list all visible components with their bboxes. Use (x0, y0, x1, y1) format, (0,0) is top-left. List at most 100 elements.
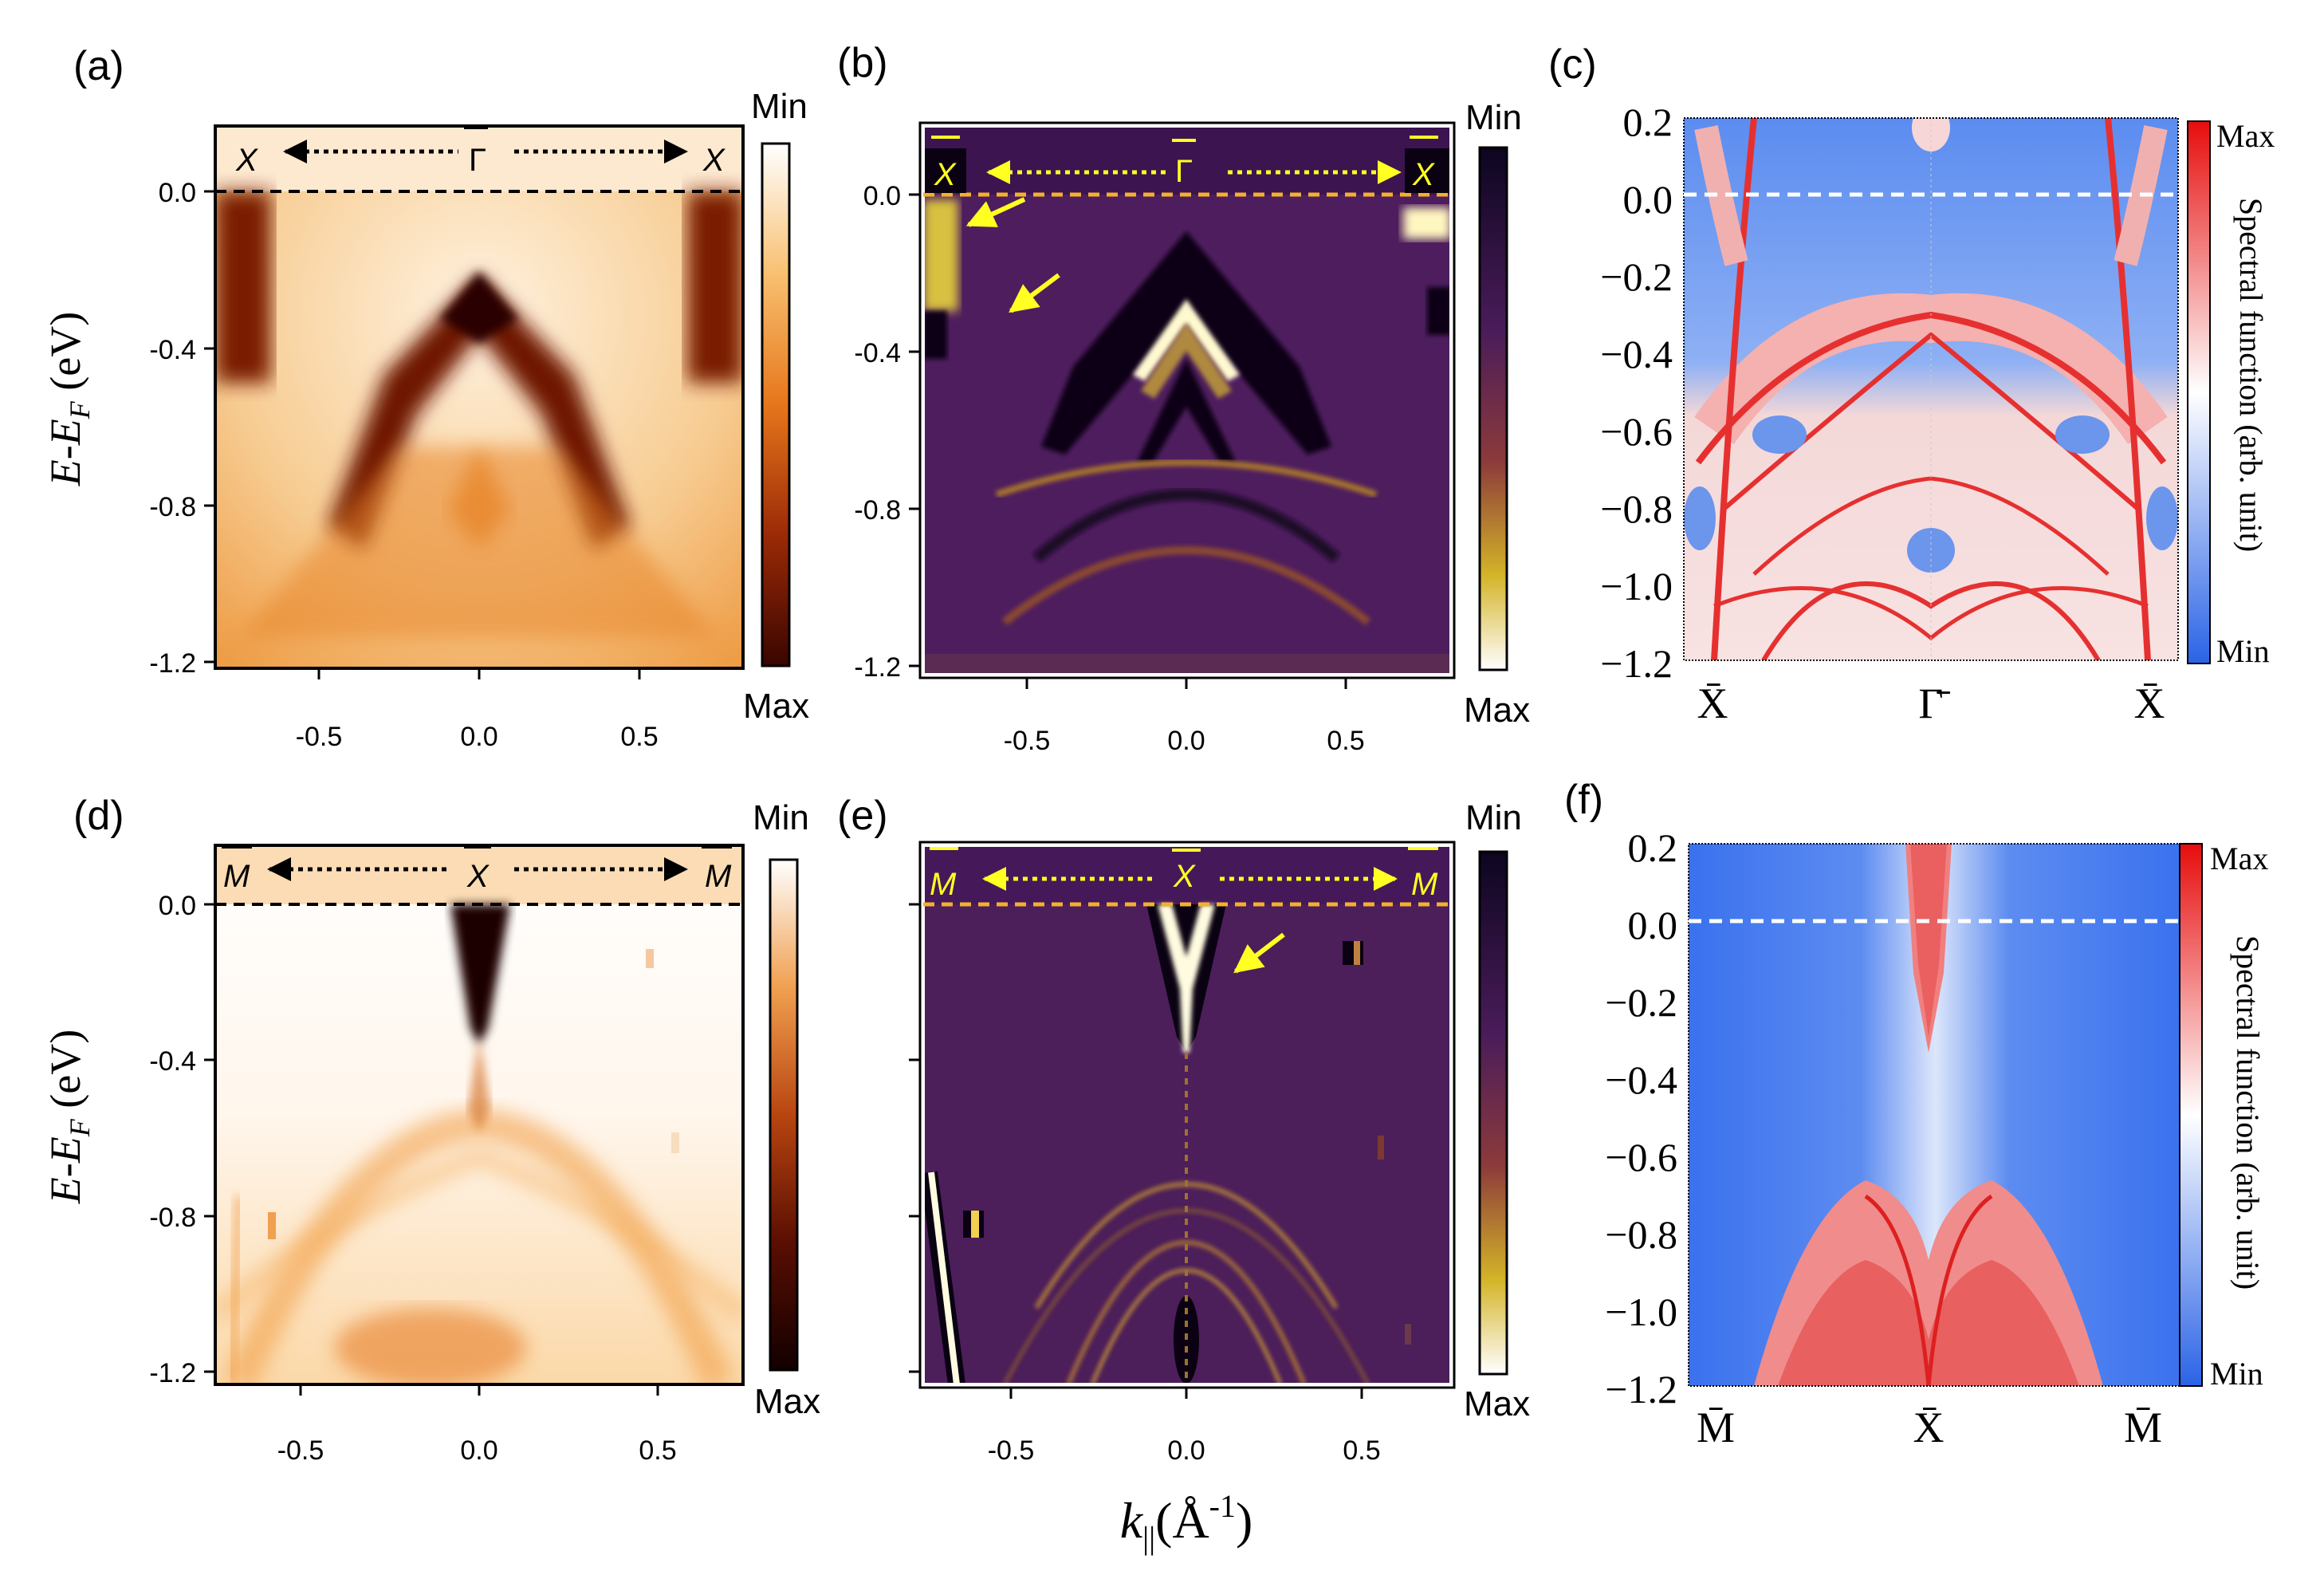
panel-f-ytick-2: −0.2 (1605, 980, 1677, 1025)
panel-f-xtick-0: M̄ (1697, 1404, 1735, 1451)
panel-f-colorbar (2179, 843, 2203, 1387)
panel-a-label-center: Γ (469, 143, 486, 178)
panel-a-ytick-2: -0.8 (149, 492, 196, 522)
panel-a-label-left: X (235, 143, 258, 178)
panel-f-label: (f) (1564, 777, 1603, 823)
panel-d-label-right: M (705, 859, 732, 894)
panel-a-cb-top: Min (751, 87, 808, 126)
panel-e-xticks: -0.5 0.0 0.5 (988, 1388, 1381, 1466)
panel-f-yticks: 0.2 0.0 −0.2 −0.4 −0.6 −0.8 −1.0 −1.2 (1605, 825, 1677, 1412)
panel-d-label: (d) (73, 793, 124, 839)
panel-d-colorbar (769, 858, 799, 1372)
panel-f-ytick-1: 0.0 (1628, 903, 1678, 947)
panel-f-cb-bottom: Min (2210, 1356, 2263, 1392)
panel-a-path: X Γ X (223, 124, 726, 178)
panel-e-path: M X M (930, 847, 1438, 902)
panel-a-xtick-0: -0.5 (296, 722, 343, 752)
panel-a-ytick-3: -1.2 (149, 648, 196, 679)
panel-f-ytick-7: −1.2 (1605, 1367, 1677, 1412)
panel-b-label-right: X (1412, 157, 1435, 192)
panel-b-heatmap (923, 126, 1451, 675)
panel-b: X Γ X 0.0 -0.4 -0.8 -1.2 -0.5 0.0 0.5 (b… (837, 40, 1530, 756)
panel-e-label-left: M (930, 867, 957, 902)
panel-c-xtick-0: X̄ (1697, 679, 1728, 727)
panel-b-xticks: -0.5 0.0 0.5 (1004, 678, 1365, 756)
panel-f-xtick-1: X̄ (1913, 1404, 1945, 1451)
panel-c-ytick-4: −0.6 (1600, 409, 1673, 454)
panel-b-ytick-0: 0.0 (863, 181, 901, 211)
panel-e-xtick-1: 0.0 (1167, 1435, 1205, 1466)
panel-e-label-center: X (1173, 859, 1196, 894)
panel-c-ytick-2: −0.2 (1600, 254, 1673, 299)
panel-b-cb-top: Min (1465, 98, 1522, 137)
panel-c-ytick-6: −1.0 (1600, 564, 1673, 608)
panel-f-ytick-0: 0.2 (1628, 825, 1678, 870)
panel-d-xtick-0: -0.5 (277, 1435, 324, 1466)
panel-b-label-center: Γ (1175, 154, 1193, 189)
panel-a-cb-bottom: Max (743, 687, 809, 726)
panel-b-xtick-1: 0.0 (1167, 726, 1205, 756)
panel-d-ytick-3: -1.2 (149, 1358, 196, 1388)
panel-d-xtick-2: 0.5 (639, 1435, 676, 1466)
panel-c-cb-label: Spectral function (arb. unit) (2233, 198, 2269, 552)
panel-e-heatmap (923, 845, 1451, 1384)
panel-a-xtick-2: 0.5 (620, 722, 658, 752)
panel-a-xticks: -0.5 0.0 0.5 (296, 668, 659, 752)
panel-b-ytick-3: -1.2 (854, 652, 901, 683)
panel-c: 0.2 0.0 −0.2 −0.4 −0.6 −0.8 −1.0 −1.2 X̄… (1548, 41, 2275, 727)
panel-b-xtick-2: 0.5 (1327, 726, 1364, 756)
panel-a-label-right: X (702, 143, 726, 178)
panel-a-yticks: 0.0 -0.4 -0.8 -1.2 (149, 178, 215, 679)
panel-c-ytick-1: 0.0 (1623, 177, 1673, 222)
panel-e: M X M -0.5 0.0 0.5 (e) Min Max k||(Å-1) (837, 793, 1530, 1556)
panel-c-colorbar (2187, 120, 2211, 664)
panel-f: 0.2 0.0 −0.2 −0.4 −0.6 −0.8 −1.0 −1.2 M̄… (1564, 777, 2268, 1451)
panel-f-ytick-5: −0.8 (1605, 1212, 1677, 1257)
panel-c-xtick-2: X̄ (2134, 679, 2165, 727)
panel-e-yticks (909, 903, 920, 1373)
panel-d-xtick-1: 0.0 (460, 1435, 497, 1466)
panel-c-ytick-3: −0.4 (1600, 332, 1673, 376)
panel-d-ytick-0: 0.0 (159, 891, 196, 921)
panel-d-xticks: -0.5 0.0 0.5 (277, 1384, 677, 1466)
shared-xlabel: k||(Å-1) (1120, 1488, 1253, 1556)
panel-d-cb-bottom: Max (754, 1382, 820, 1421)
panel-c-ytick-5: −0.8 (1600, 486, 1673, 531)
panel-f-ytick-6: −1.0 (1605, 1290, 1677, 1334)
panel-b-label-left: X (934, 157, 957, 192)
panel-b-path: X Γ X (925, 136, 1449, 193)
panel-b-label: (b) (837, 40, 888, 86)
panel-b-colorbar (1478, 146, 1508, 671)
panel-d-ytick-1: -0.4 (149, 1046, 196, 1077)
panel-d-heatmap (215, 845, 743, 1384)
panel-c-xticks: X̄ Γ̄ X̄ (1697, 679, 2165, 727)
panel-d-ytick-2: -0.8 (149, 1203, 196, 1233)
panel-e-label: (e) (837, 793, 888, 839)
panel-a-label: (a) (73, 43, 124, 89)
panel-e-colorbar (1478, 850, 1508, 1376)
panel-c-cb-bottom: Min (2216, 633, 2270, 669)
panel-f-ytick-3: −0.4 (1605, 1057, 1677, 1102)
panel-c-heatmap (1684, 118, 2178, 660)
panel-f-cb-top: Max (2210, 841, 2268, 876)
panel-b-ytick-2: -0.8 (854, 495, 901, 526)
panel-c-yticks: 0.2 0.0 −0.2 −0.4 −0.6 −0.8 −1.0 −1.2 (1600, 100, 1673, 686)
panel-f-ytick-4: −0.6 (1605, 1135, 1677, 1179)
panel-c-xtick-1: Γ̄ (1918, 679, 1950, 727)
panel-a-ytick-1: -0.4 (149, 335, 196, 365)
panel-f-cb-label: Spectral function (arb. unit) (2230, 935, 2266, 1290)
panel-d-ylabel: E-EF (eV) (41, 1030, 96, 1204)
panel-d-yticks: 0.0 -0.4 -0.8 -1.2 (149, 891, 215, 1388)
panel-b-cb-bottom: Max (1464, 691, 1530, 730)
panel-a-ylabel: E-EF (eV) (41, 312, 96, 486)
panel-a-ytick-0: 0.0 (159, 178, 196, 208)
panel-f-heatmap (1689, 844, 2181, 1386)
panel-d-path: M X M (222, 845, 732, 894)
panel-d-label-center: X (466, 859, 490, 894)
panel-f-xticks: M̄ X̄ M̄ (1697, 1404, 2162, 1451)
panel-e-xtick-2: 0.5 (1343, 1435, 1380, 1466)
panel-a-colorbar (761, 142, 791, 667)
panel-c-ytick-0: 0.2 (1623, 100, 1673, 144)
panel-a-xtick-1: 0.0 (460, 722, 497, 752)
